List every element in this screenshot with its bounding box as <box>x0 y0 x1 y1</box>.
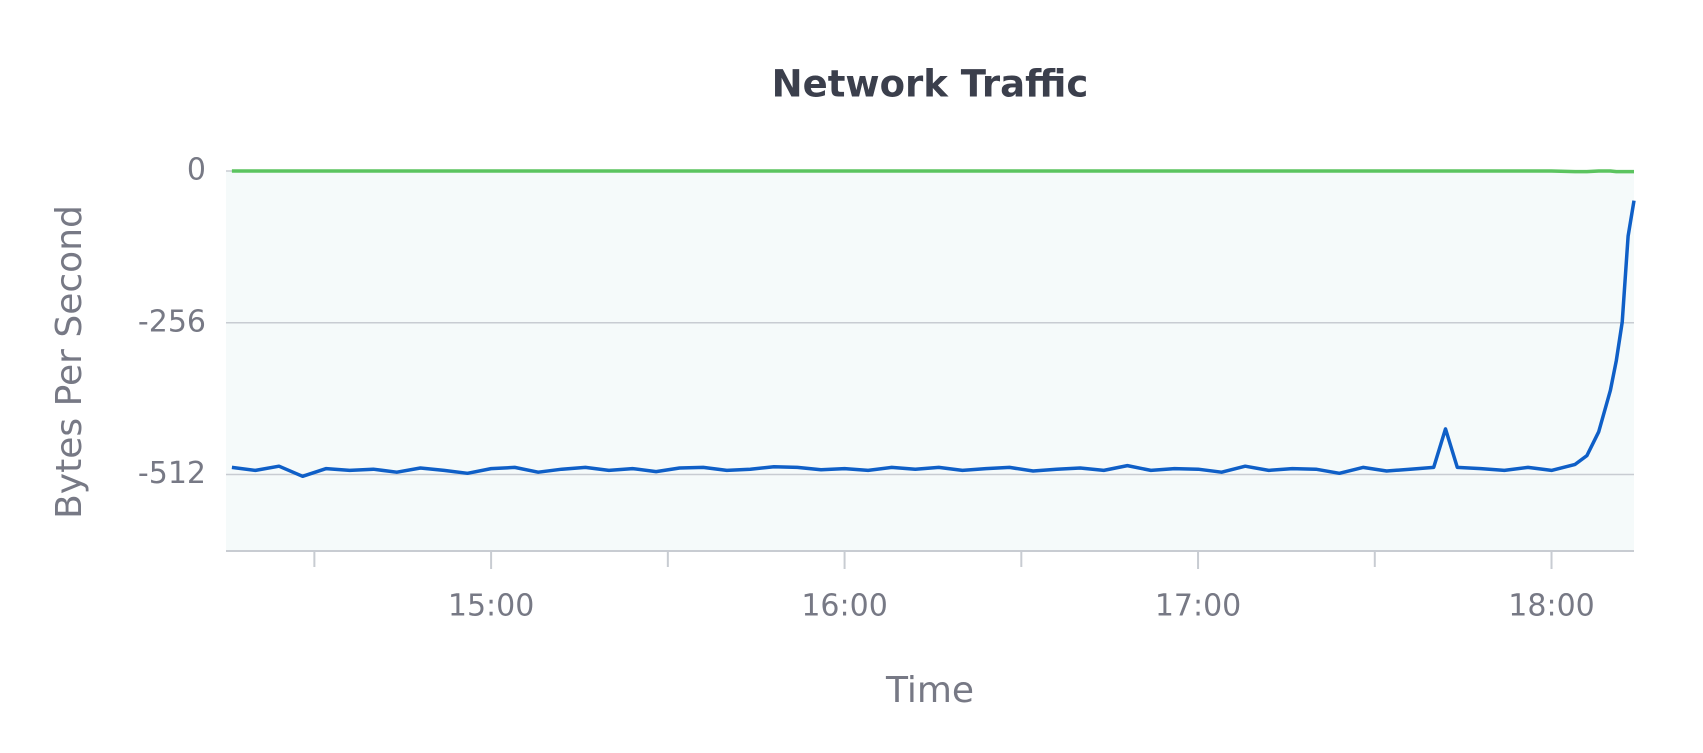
y-tick-label: -512 <box>138 456 206 491</box>
x-tick-label: 18:00 <box>1508 589 1594 624</box>
x-tick-label: 17:00 <box>1155 589 1241 624</box>
x-tick-label: 16:00 <box>801 589 887 624</box>
x-tick-label: 15:00 <box>448 589 534 624</box>
line-series <box>231 169 1634 174</box>
plot-area <box>226 171 1634 551</box>
x-axis-title: Time <box>885 670 974 711</box>
y-axis-title: Bytes Per Second <box>49 205 90 519</box>
y-tick-label: -256 <box>138 304 206 339</box>
y-tick-label: 0 <box>187 153 206 188</box>
line-series <box>231 200 1636 479</box>
chart-title: Network Traffic <box>772 63 1089 106</box>
